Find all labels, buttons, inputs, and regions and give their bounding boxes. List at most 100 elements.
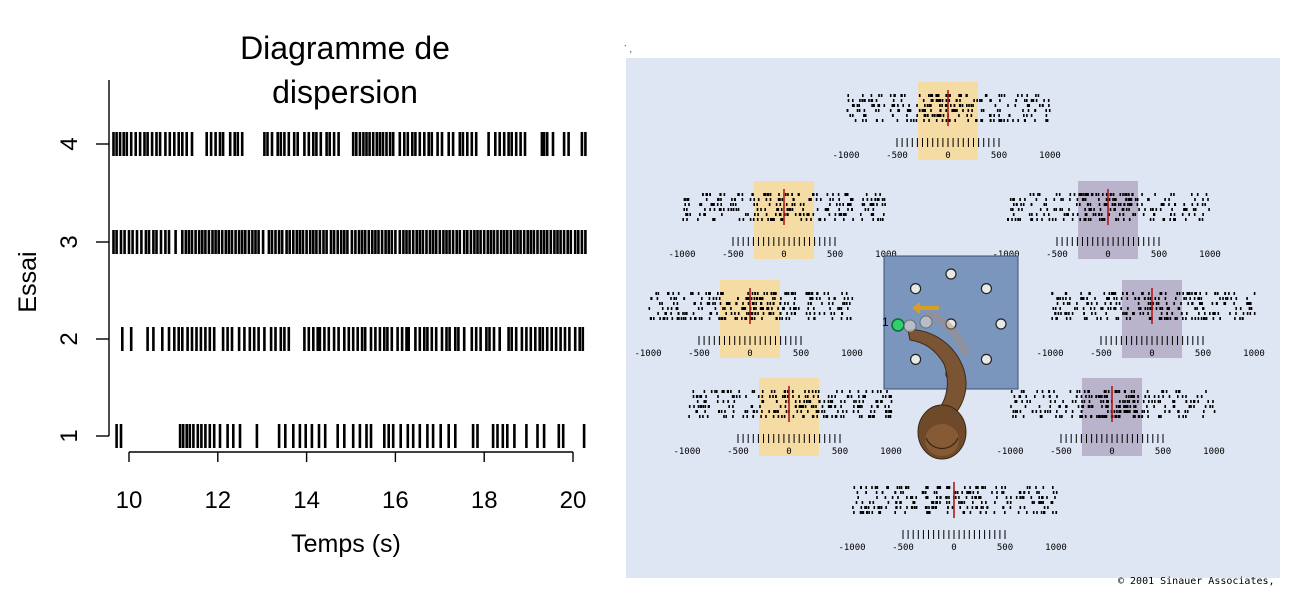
spike-dot (1042, 395, 1045, 398)
spike-dot (788, 208, 791, 211)
spike-dot (947, 486, 950, 489)
spike-dot (1055, 491, 1058, 494)
x-ticks: 10 12 14 16 18 20 (116, 452, 586, 514)
spike-dot (925, 496, 927, 499)
spike-dot (656, 297, 659, 300)
spike-dot (814, 317, 816, 320)
spike-dot (1059, 307, 1061, 310)
spike-dot (1126, 297, 1129, 300)
spike-dot (918, 94, 921, 97)
spike-dot (1023, 390, 1025, 393)
spike-dot (760, 208, 762, 211)
spike-dot (1093, 307, 1096, 310)
spike-dot (692, 312, 695, 315)
spike-dot (1152, 208, 1154, 211)
spike-dot (1185, 400, 1187, 403)
spike-dot (1173, 193, 1175, 196)
spike-dot (945, 94, 947, 97)
spike-dot (837, 193, 840, 196)
spike-dot (694, 302, 696, 305)
spike-dot (1134, 405, 1137, 408)
spike-dot (840, 400, 842, 403)
spike-dot (1037, 193, 1039, 196)
spike-dot (1112, 193, 1115, 196)
spike-dot (1108, 198, 1111, 201)
spike-dot (1136, 198, 1139, 201)
spike-dot (826, 208, 828, 211)
spike-dot (1059, 297, 1062, 300)
spike-dot (1045, 114, 1048, 117)
spike-dot (772, 302, 775, 305)
spike-dot (1129, 317, 1131, 320)
spike-dot (1034, 119, 1036, 122)
spike-dot (724, 410, 726, 413)
spike-dot (1161, 307, 1164, 310)
spike-dot (870, 410, 872, 413)
spike-dot (866, 511, 868, 514)
spike-dot (793, 307, 795, 310)
spike-dot (1250, 302, 1252, 305)
spike-dot (1026, 114, 1028, 117)
spike-dot (779, 312, 782, 315)
spike-dot (704, 410, 706, 413)
spike-dot (657, 292, 660, 295)
spike-dot (700, 405, 703, 408)
spike-dot (865, 193, 868, 196)
spike-dot (886, 410, 888, 413)
spike-dot (883, 198, 886, 201)
spike-dot (1148, 317, 1151, 320)
spike-dot (1104, 415, 1106, 418)
spike-dot (1046, 208, 1049, 211)
arrow-icon (912, 302, 939, 314)
target-number-label: 1 (882, 315, 889, 329)
spike-dot (951, 109, 953, 112)
spike-dot (1173, 213, 1176, 216)
spike-dot (858, 400, 861, 403)
spike-dot (775, 400, 778, 403)
spike-dot (741, 317, 743, 320)
spike-dot (1049, 405, 1051, 408)
spike-dot (1009, 501, 1012, 504)
spike-dot (760, 307, 762, 310)
spike-dot (1200, 297, 1203, 300)
spike-dot (1054, 312, 1056, 315)
spike-dot (1195, 292, 1197, 295)
spike-dot (1180, 302, 1182, 305)
spike-dot (696, 395, 699, 398)
spike-dot (1021, 208, 1023, 211)
spike-dot (792, 198, 795, 201)
spike-dot (791, 193, 793, 196)
spike-dot (1187, 292, 1189, 295)
spike-dot (709, 208, 711, 211)
spike-dot (1009, 506, 1012, 509)
spike-dot (933, 491, 936, 494)
spike-dot (1122, 208, 1125, 211)
spike-dot (1138, 307, 1140, 310)
spike-dot (934, 506, 937, 509)
spike-dot (1035, 94, 1037, 97)
spike-dot (1045, 119, 1047, 122)
spike-dot (1115, 198, 1117, 201)
spike-dot (878, 511, 880, 514)
spike-dot (1107, 405, 1109, 408)
spike-dot (829, 203, 831, 206)
spike-dot (702, 415, 704, 418)
spike-dot (820, 198, 822, 201)
spike-dot (1204, 203, 1206, 206)
spike-dot (936, 501, 938, 504)
spike-dot (906, 109, 909, 112)
spike-dot (1165, 317, 1168, 320)
spike-dot (754, 312, 756, 315)
spike-dot (794, 307, 796, 310)
spike-dot (870, 198, 873, 201)
spike-dot (1124, 390, 1126, 393)
spike-dot (1081, 198, 1084, 201)
spike-dot (945, 496, 947, 499)
spike-dot (1119, 203, 1122, 206)
spike-dot (678, 317, 680, 320)
spike-dot (842, 410, 844, 413)
spike-dot (776, 208, 778, 211)
spike-dot (1193, 405, 1195, 408)
spike-dot (753, 297, 756, 300)
spike-dot (746, 297, 749, 300)
